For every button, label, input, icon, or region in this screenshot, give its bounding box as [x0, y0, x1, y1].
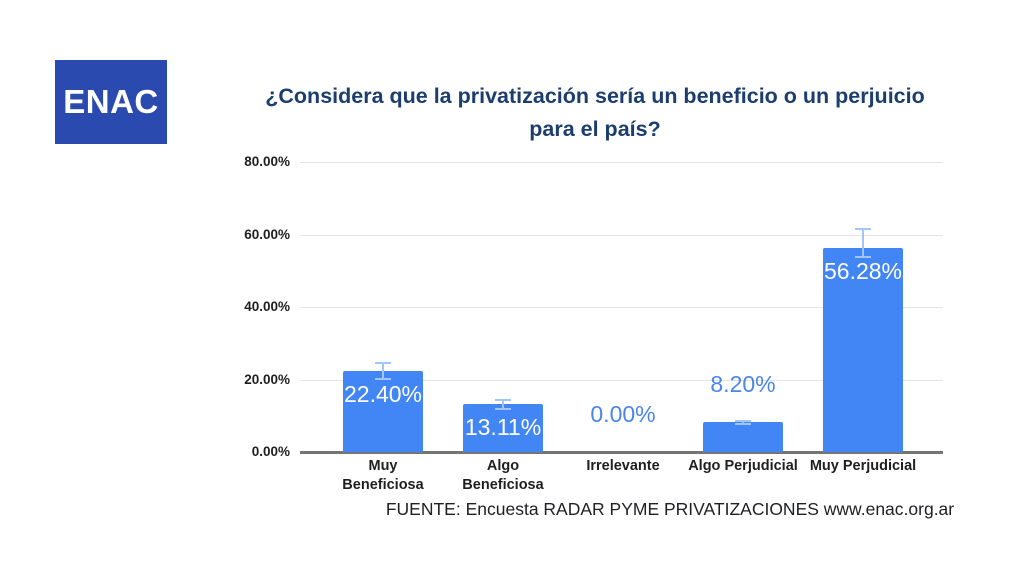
error-bar-muy-perjudicial — [855, 227, 871, 259]
error-bar-algo-perjudicial — [735, 419, 751, 425]
y-axis-tick-label: 80.00% — [244, 154, 290, 169]
gridline-60.00% — [300, 234, 943, 236]
bar-value-label: 13.11% — [464, 414, 542, 441]
enac-logo-text: ENAC — [63, 83, 159, 120]
error-bar-cap-bottom — [495, 407, 511, 410]
x-axis-category-label-line: Beneficiosa — [342, 477, 424, 493]
y-axis-tick-label: 60.00% — [244, 226, 290, 242]
source-caption: FUENTE: Encuesta RADAR PYME PRIVATIZACIO… — [385, 499, 955, 519]
bar-value-label: 56.28% — [823, 257, 902, 284]
error-bar-cap-bottom — [735, 422, 751, 425]
error-bar-stem — [862, 227, 864, 259]
bar-muy-perjudicial — [823, 247, 903, 452]
x-axis-category-label-line: Muy — [368, 458, 398, 474]
error-bar-stem — [502, 399, 504, 410]
x-axis-category-label-irrelevante: Irrelevante — [557, 457, 689, 476]
x-axis-category-label-line: Beneficiosa — [462, 477, 544, 493]
y-axis-tick-label: 0.00% — [251, 444, 290, 459]
chart-plot-area: 0.00% 20.00% 40.00% 60.00% 80.00% 22.40% 13.11… — [244, 154, 943, 459]
x-axis-line — [300, 451, 943, 454]
error-bar-cap-bottom — [375, 377, 391, 380]
bar-value-label: 8.20% — [710, 371, 776, 398]
bar-muy-beneficiosa — [343, 370, 423, 452]
error-bar-stem — [382, 362, 384, 380]
x-axis-category-label-line: Algo Perjudicial — [688, 458, 798, 474]
chart-title: ¿Considera que la privatización sería un… — [265, 84, 925, 141]
bar-algo-beneficiosa — [463, 404, 543, 452]
gridline-20.00% — [300, 379, 943, 381]
x-axis-category-label-algo-perjudicial: Algo Perjudicial — [677, 457, 809, 476]
enac-logo: ENAC — [55, 60, 167, 144]
x-axis-category-label-algo-beneficiosa: Algo Beneficiosa — [437, 457, 569, 495]
x-axis-category-label-line: Irrelevante — [586, 458, 660, 474]
error-bar-muy-beneficiosa — [375, 362, 391, 380]
x-axis-category-label-line: Algo — [486, 458, 520, 474]
bar-algo-perjudicial — [703, 422, 783, 452]
error-bar-stem — [742, 419, 744, 425]
error-bar-algo-beneficiosa — [495, 399, 511, 410]
gridline-80.00% — [300, 162, 943, 163]
x-axis-category-label-muy-perjudicial: Muy Perjudicial — [797, 457, 929, 476]
bar-value-label: 22.40% — [343, 380, 422, 407]
error-bar-cap-bottom — [855, 256, 871, 259]
x-axis-category-label-line: Muy Perjudicial — [809, 458, 917, 474]
y-axis-tick-label: 20.00% — [244, 371, 290, 387]
bar-value-label: 0.00% — [590, 401, 656, 427]
gridline-40.00% — [300, 307, 943, 308]
y-axis-tick-label: 40.00% — [244, 299, 290, 314]
x-axis-category-label-muy-beneficiosa: Muy Beneficiosa — [317, 457, 449, 495]
